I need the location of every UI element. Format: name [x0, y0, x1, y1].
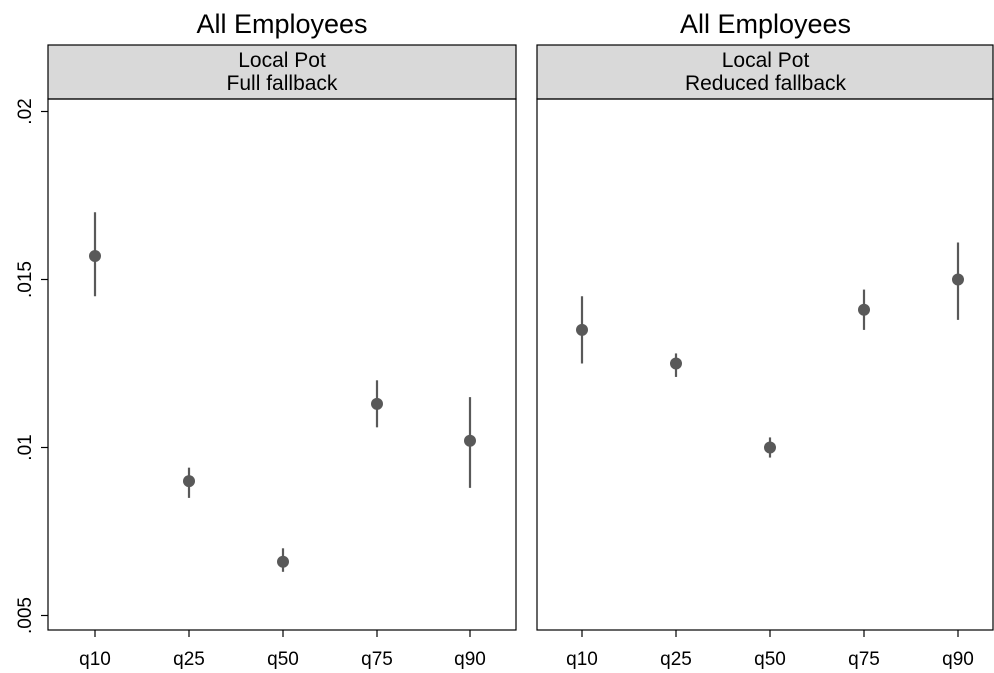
data-point	[670, 357, 682, 370]
data-point	[89, 249, 101, 262]
plot-area-frame	[536, 98, 994, 631]
x-axis-tick-label: q25	[173, 649, 205, 670]
data-point	[952, 273, 964, 286]
x-axis-tick-label: q50	[267, 649, 299, 670]
facet-strip	[536, 44, 994, 100]
data-point	[764, 441, 776, 454]
data-point	[371, 397, 383, 410]
facet-strip	[47, 44, 517, 100]
facet-strip-label-line2: Reduced fallback	[685, 72, 847, 95]
y-axis-tick-label: .015	[15, 261, 36, 298]
data-point	[576, 323, 588, 336]
y-axis-tick-label: .005	[15, 597, 36, 634]
facet-strip-label-line2: Full fallback	[227, 72, 338, 95]
x-axis-tick-label: q25	[660, 649, 692, 670]
x-axis-tick-label: q10	[79, 649, 111, 670]
chart-title: All Employees	[196, 9, 367, 39]
data-point	[464, 434, 476, 447]
x-axis-tick-label: q75	[361, 649, 393, 670]
data-point	[858, 303, 870, 316]
chart-title: All Employees	[680, 9, 851, 39]
y-axis-tick-label: .01	[15, 434, 36, 460]
x-axis-tick-label: q90	[454, 649, 486, 670]
data-point	[183, 475, 195, 488]
x-axis-tick-label: q90	[942, 649, 974, 670]
x-axis-tick-label: q75	[848, 649, 880, 670]
facet-strip-label-line1: Local Pot	[722, 49, 810, 72]
data-point	[277, 555, 289, 568]
plot-area-frame	[47, 98, 517, 631]
x-axis-tick-label: q50	[754, 649, 786, 670]
facet-strip-label-line1: Local Pot	[238, 49, 326, 72]
x-axis-tick-label: q10	[566, 649, 598, 670]
y-axis-tick-label: .02	[15, 98, 36, 124]
